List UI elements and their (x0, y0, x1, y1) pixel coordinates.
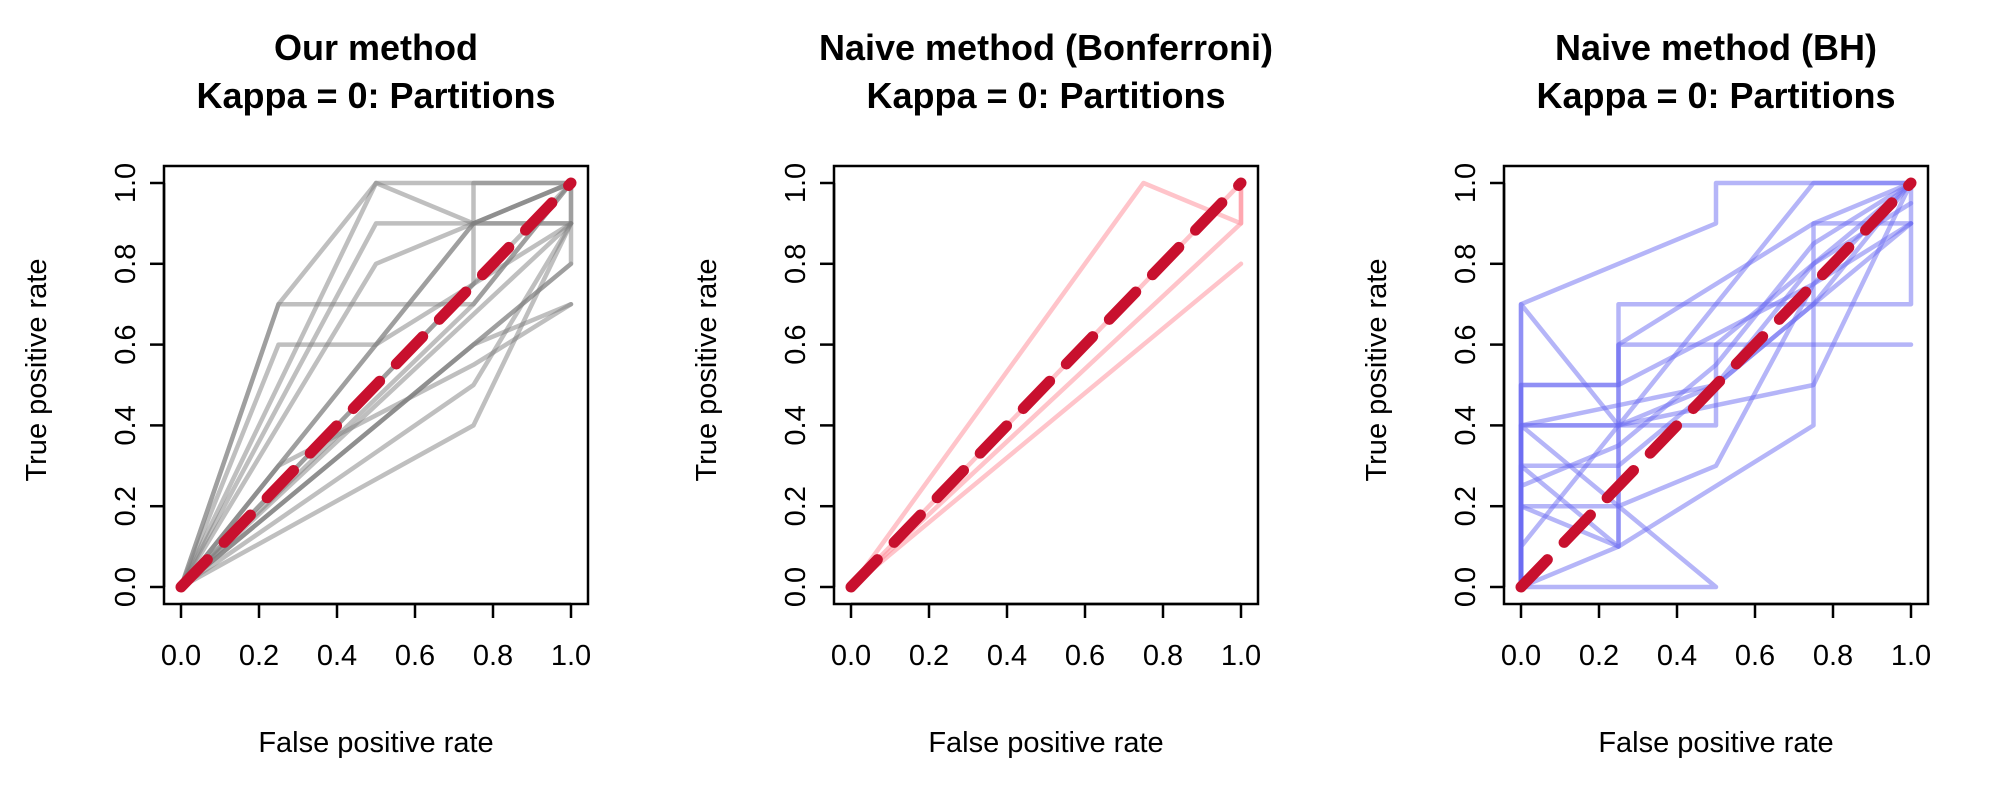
x-tick-label: 0.2 (909, 640, 949, 672)
y-tick-label: 0.6 (780, 324, 812, 364)
y-tick-label: 0.8 (110, 244, 142, 284)
chart-title-line-2: Kappa = 0: Partitions (866, 75, 1225, 116)
y-tick-label: 0.2 (110, 486, 142, 526)
chart-panel-2: Naive method (Bonferroni) Kappa = 0: Part… (691, 27, 1273, 759)
chart-title-line-1: Naive method (BH) (1555, 27, 1877, 68)
x-tick-label: 0.6 (1735, 640, 1775, 672)
x-tick-label: 0.8 (1143, 640, 1183, 672)
chart-title-line-2: Kappa = 0: Partitions (196, 75, 555, 116)
roc-curve-11 (1518, 180, 1914, 590)
roc-curve-2 (848, 180, 1244, 590)
x-tick-label: 0.0 (1501, 640, 1541, 672)
curves-group (175, 177, 577, 593)
y-axis-label: True positive rate (21, 259, 53, 482)
y-tick-label: 0.6 (1450, 324, 1482, 364)
y-tick-label: 0.8 (780, 244, 812, 284)
y-tick-label: 0.4 (780, 405, 812, 445)
x-tick-label: 0.0 (161, 640, 201, 672)
x-tick-label: 1.0 (551, 640, 591, 672)
y-tick-label: 0.0 (110, 567, 142, 607)
x-tick-label: 1.0 (1891, 640, 1931, 672)
y-tick-label: 0.0 (1450, 567, 1482, 607)
x-axis-label: False positive rate (258, 727, 493, 759)
y-tick-label: 1.0 (1450, 163, 1482, 203)
x-axis-label: False positive rate (928, 727, 1163, 759)
x-tick-label: 0.2 (1579, 640, 1619, 672)
roc-curve-10 (178, 221, 574, 590)
x-tick-label: 0.4 (1657, 640, 1697, 672)
x-tick-label: 0.6 (1065, 640, 1105, 672)
y-tick-label: 0.2 (1450, 486, 1482, 526)
x-tick-label: 0.2 (239, 640, 279, 672)
y-tick-label: 0.6 (110, 324, 142, 364)
y-tick-label: 1.0 (780, 163, 812, 203)
curves-group (1515, 177, 1917, 593)
x-axis-label: False positive rate (1598, 727, 1833, 759)
x-tick-label: 0.4 (317, 640, 357, 672)
x-tick-label: 0.8 (1813, 640, 1853, 672)
x-tick-label: 1.0 (1221, 640, 1261, 672)
y-tick-label: 0.0 (780, 567, 812, 607)
y-tick-label: 0.8 (1450, 244, 1482, 284)
x-tick-label: 0.8 (473, 640, 513, 672)
diagonal-reference-line (845, 177, 1247, 593)
y-tick-label: 0.2 (780, 486, 812, 526)
y-tick-label: 0.4 (1450, 405, 1482, 445)
chart-title-line-1: Naive method (Bonferroni) (819, 27, 1273, 68)
x-tick-label: 0.6 (395, 640, 435, 672)
y-axis-label: True positive rate (691, 259, 723, 482)
chart-title-line-1: Our method (274, 27, 478, 68)
diagonal-reference-line (1515, 177, 1917, 593)
diagonal-reference-line (175, 177, 577, 593)
chart-title-line-2: Kappa = 0: Partitions (1536, 75, 1895, 116)
chart-panel-1: Our method Kappa = 0: Partitions 0.0 0.2 0.4… (21, 27, 591, 759)
roc-curve-3 (848, 261, 1244, 590)
chart-panel-3: Naive method (BH) Kappa = 0: Partitions 0.… (1361, 27, 1931, 759)
y-axis-label: True positive rate (1361, 259, 1393, 482)
x-tick-label: 0.4 (987, 640, 1027, 672)
roc-curve-8 (1518, 180, 1914, 590)
x-tick-label: 0.0 (831, 640, 871, 672)
curves-group (845, 177, 1247, 593)
y-tick-label: 0.4 (110, 405, 142, 445)
y-tick-label: 1.0 (110, 163, 142, 203)
